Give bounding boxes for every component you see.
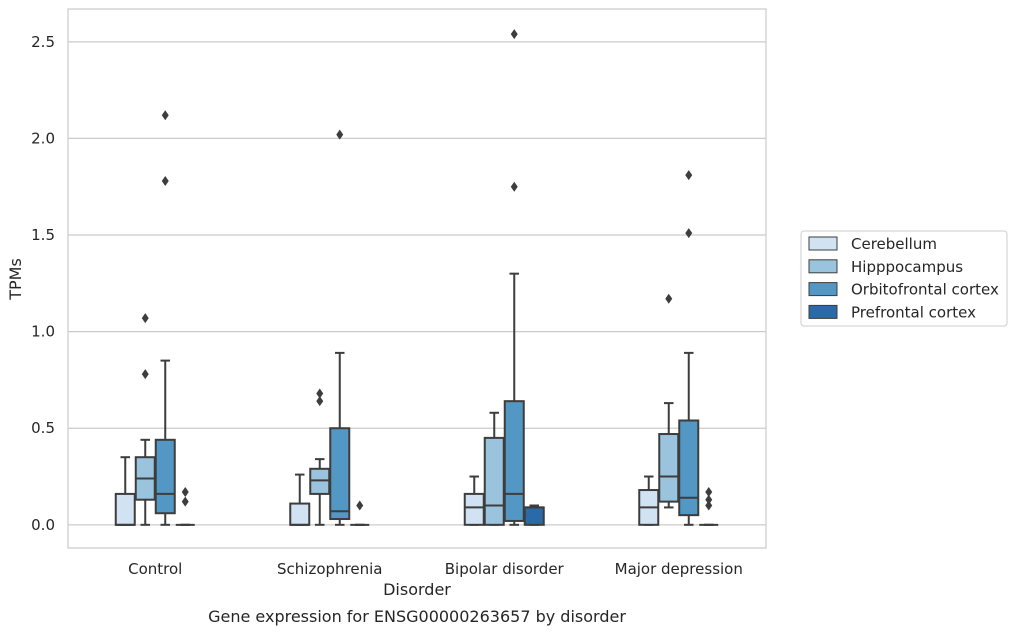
box-prefrontal-cortex [523, 504, 545, 526]
outlier-point [161, 110, 169, 121]
outlier-point [316, 388, 324, 399]
y-axis-label: TPMs [6, 258, 25, 301]
iqr-box [289, 502, 311, 526]
outlier-point [510, 29, 518, 40]
box-cerebellum [289, 473, 311, 526]
outlier-point [161, 175, 169, 186]
iqr-box [678, 419, 700, 517]
y-tick-label: 2.5 [31, 33, 55, 51]
outlier-point [705, 486, 713, 497]
legend: Cerebellum Hipppocampus Orbitofrontal cort… [800, 230, 1008, 327]
legend-swatch [808, 236, 838, 251]
x-tick-label: Bipolar disorder [445, 560, 565, 578]
box-hipppocampus [134, 313, 156, 526]
box-cerebellum [114, 456, 136, 526]
iqr-box [523, 506, 545, 526]
legend-label: Orbitofrontal cortex [851, 281, 999, 299]
outlier-point [685, 170, 693, 181]
legend-swatch [808, 304, 838, 319]
outlier-point [316, 396, 324, 407]
y-tick-label: 2.0 [31, 129, 55, 147]
outlier-point [665, 293, 673, 304]
outlier-point [705, 494, 713, 505]
iqr-box [483, 436, 505, 526]
legend-swatch [808, 282, 838, 297]
box-orbitofrontal-cortex [678, 170, 700, 526]
iqr-box [114, 492, 136, 526]
plot-background [68, 9, 766, 548]
legend-label: Hipppocampus [851, 258, 963, 276]
iqr-box [658, 433, 680, 503]
outlier-point [356, 500, 364, 511]
box-groups [114, 29, 719, 526]
legend-swatch [808, 259, 838, 274]
iqr-box [463, 492, 485, 526]
legend-label: Prefrontal cortex [851, 303, 976, 321]
box-orbitofrontal-cortex [503, 29, 525, 526]
plot-frame [67, 8, 767, 549]
outlier-point [685, 228, 693, 239]
x-tick-labels: Control Schizophrenia Bipolar disorder Majo… [128, 560, 743, 578]
iqr-box [503, 400, 525, 522]
legend-frame [800, 230, 1008, 327]
outlier-point [141, 369, 149, 380]
y-tick-label: 0.5 [31, 419, 55, 437]
x-tick-label: Control [128, 560, 182, 578]
x-tick-label: Major depression [615, 560, 743, 578]
outlier-point [181, 486, 189, 497]
y-tick-label: 1.0 [31, 323, 55, 341]
outlier-point [705, 500, 713, 511]
outlier-point [510, 181, 518, 192]
y-tick-label: 1.5 [31, 226, 55, 244]
y-tick-label: 0.0 [31, 516, 55, 534]
x-axis-label: Disorder [383, 580, 451, 599]
outlier-point [141, 313, 149, 324]
box-prefrontal-cortex [175, 486, 195, 526]
legend-label: Cerebellum [851, 235, 937, 253]
outlier-point [336, 129, 344, 140]
box-orbitofrontal-cortex [329, 129, 351, 526]
iqr-box [154, 438, 176, 515]
box-prefrontal-cortex [699, 486, 719, 526]
box-cerebellum [638, 475, 660, 526]
x-tick-label: Schizophrenia [277, 560, 382, 578]
y-tick-labels: 0.0 0.5 1.0 1.5 2.0 2.5 [31, 33, 55, 534]
outlier-point [181, 496, 189, 507]
chart-caption: Gene expression for ENSG00000263657 by d… [208, 607, 626, 626]
iqr-box [329, 427, 351, 521]
box-orbitofrontal-cortex [154, 110, 176, 526]
box-prefrontal-cortex [350, 500, 370, 526]
